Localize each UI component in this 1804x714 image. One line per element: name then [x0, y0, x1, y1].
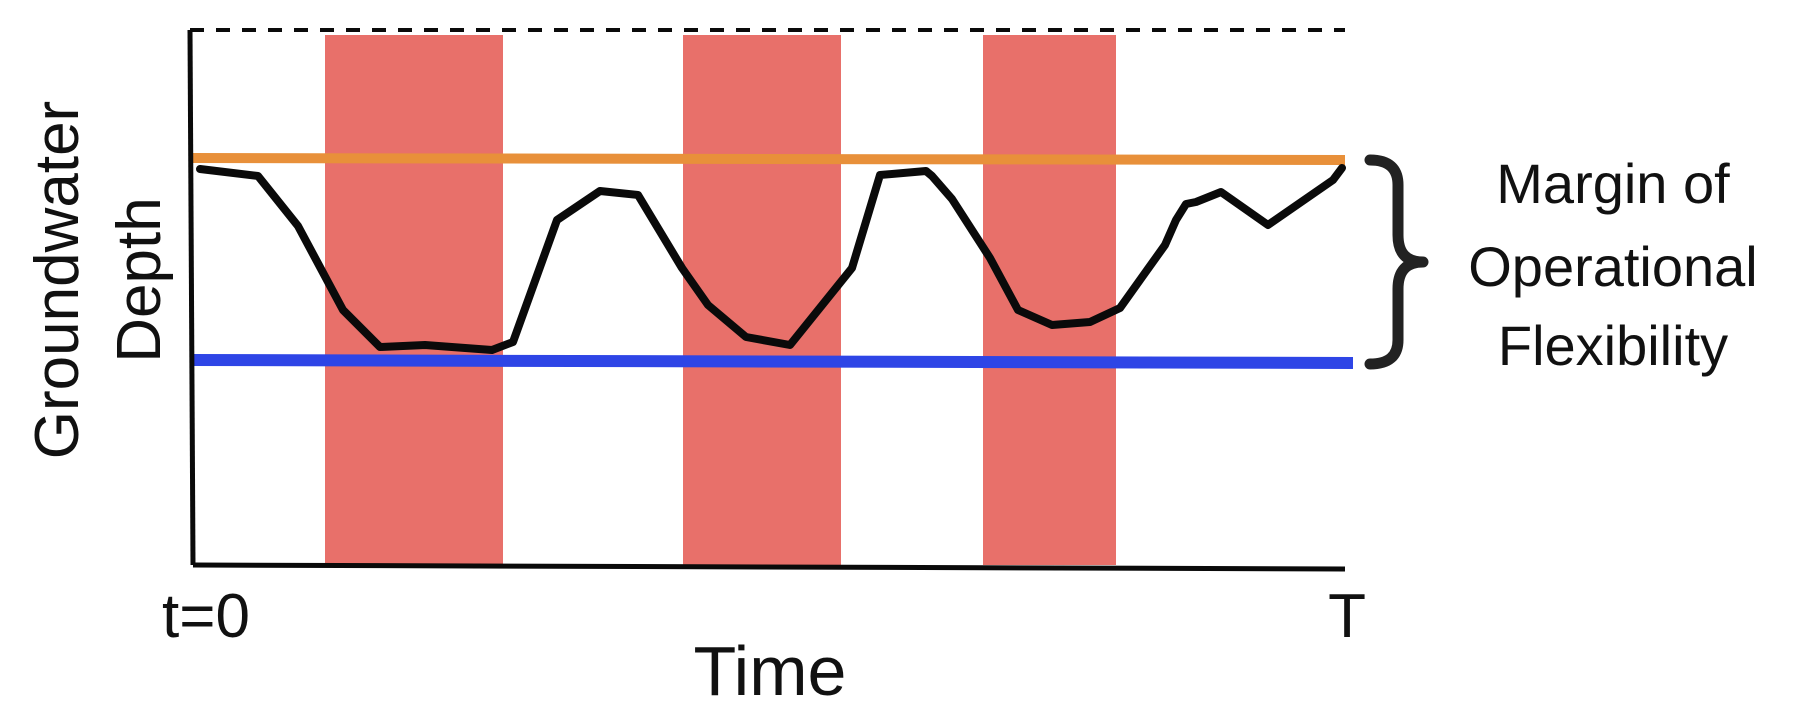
- margin-brace: [1364, 154, 1429, 370]
- x-axis: [192, 562, 1346, 572]
- y-axis-label-line1: Groundwater: [23, 101, 92, 459]
- lower-threshold-line: [192, 354, 1354, 369]
- shaded-periods: [325, 35, 1116, 565]
- bracket-label-line3: Flexibility: [1498, 314, 1728, 377]
- y-axis-label-line2: Depth: [105, 197, 174, 362]
- y-axis: [187, 29, 196, 566]
- bracket-label-line2: Operational: [1468, 235, 1758, 298]
- x-axis-label: Time: [694, 632, 847, 710]
- x-end-label: T: [1328, 582, 1366, 651]
- bracket-label-line1: Margin of: [1496, 152, 1730, 215]
- x-start-label: t=0: [162, 582, 250, 651]
- shaded-period-1: [325, 35, 503, 565]
- axes: [187, 29, 1346, 572]
- groundwater-depth-curve: [196, 164, 1346, 354]
- upper-threshold-line: [192, 153, 1346, 165]
- shaded-period-3: [983, 35, 1116, 565]
